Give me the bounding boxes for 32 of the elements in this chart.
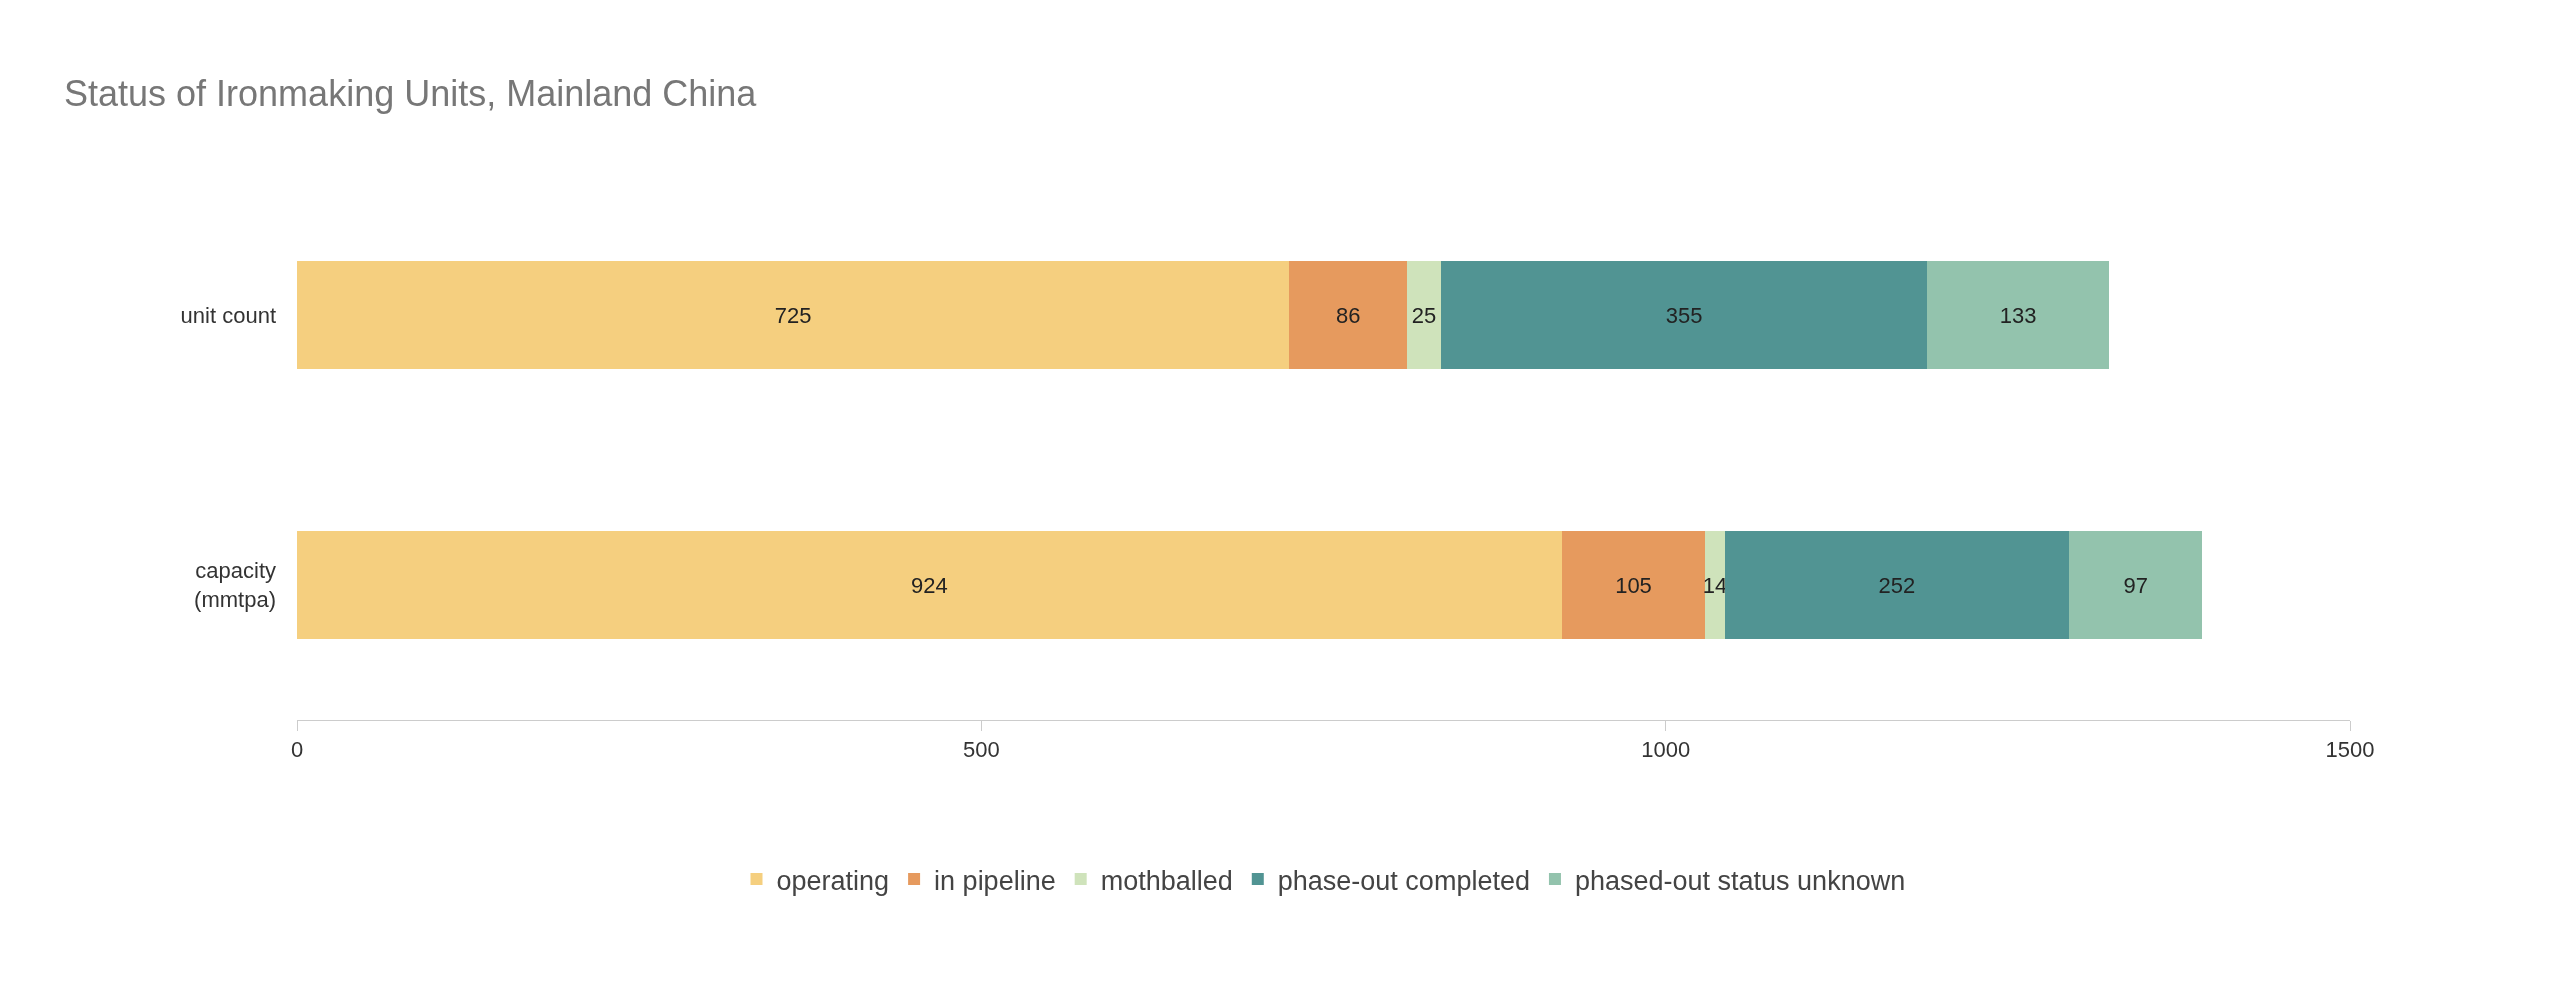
bar (1561, 531, 1706, 639)
y-tick-label: unit count (180, 302, 276, 328)
data-label: 25 (1411, 302, 1437, 328)
data-label: 252 (1878, 572, 1916, 598)
data-label: 924 (910, 572, 948, 598)
data-label: 133 (1999, 302, 2037, 328)
bar (1406, 261, 1442, 369)
bar (1927, 261, 2110, 369)
x-tick-label: 1500 (2325, 737, 2375, 763)
legend-label: phase-out completed (1277, 865, 1530, 896)
bar (1705, 531, 1725, 639)
bar (1441, 261, 1928, 369)
legend-label: phased-out status unknown (1574, 865, 1906, 896)
legend-label: mothballed (1100, 865, 1233, 896)
data-label: 725 (774, 302, 812, 328)
data-label: 97 (2123, 572, 2149, 598)
legend-label: operating (776, 865, 890, 896)
data-label: 355 (1665, 302, 1703, 328)
y-tick-label: capacity (mmtpa) (194, 558, 276, 612)
data-label: 14 (1702, 572, 1728, 598)
bar (297, 261, 1290, 369)
bar (1289, 261, 1407, 369)
legend-label: in pipeline (934, 865, 1056, 896)
x-tick-label: 500 (962, 737, 1000, 763)
data-label: 86 (1335, 302, 1361, 328)
bar (1724, 531, 2070, 639)
x-tick-label: 0 (290, 737, 304, 763)
chart-title: Status of Ironmaking Units, Mainland China (64, 72, 758, 114)
x-tick-label: 1000 (1641, 737, 1691, 763)
data-label: 105 (1615, 572, 1652, 598)
bar (2069, 531, 2203, 639)
bar (297, 531, 1562, 639)
